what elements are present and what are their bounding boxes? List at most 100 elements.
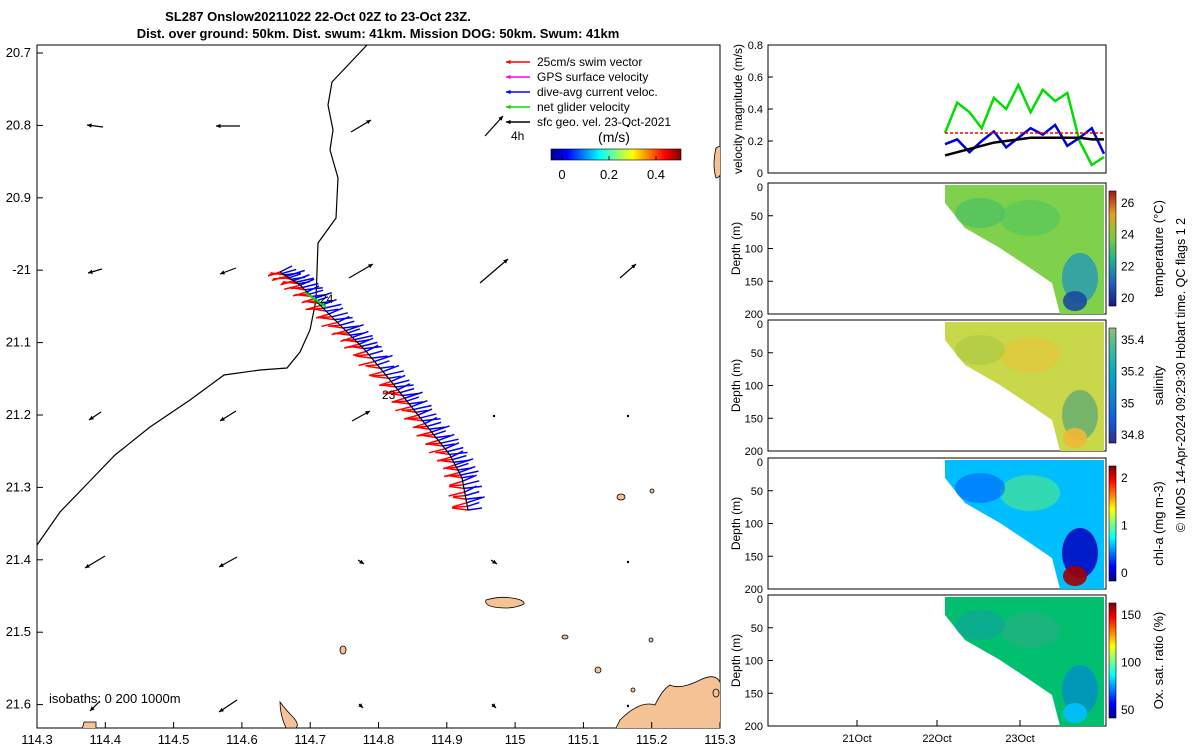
legend-swatch xyxy=(506,104,530,110)
chla-feature xyxy=(1000,475,1060,511)
depth-tick-label: 200 xyxy=(745,446,763,458)
map-y-tick-label: -21 xyxy=(12,262,31,277)
current-vector xyxy=(282,268,297,275)
swim-vector xyxy=(270,272,285,276)
current-vector xyxy=(328,307,344,315)
current-vector xyxy=(461,475,474,479)
current-vector xyxy=(467,501,480,508)
depth-tick-label: 200 xyxy=(745,309,763,321)
swim-vector xyxy=(451,507,469,511)
geo-vector-arrow xyxy=(216,123,240,129)
depth-tick-label: 0 xyxy=(757,319,763,331)
temperature-ylabel: Depth (m) xyxy=(729,222,743,275)
swim-vector xyxy=(448,485,465,490)
swim-vector xyxy=(449,475,462,479)
map-y-tick-label: 21.1 xyxy=(6,335,31,350)
current-vector xyxy=(431,425,450,433)
swim-vector xyxy=(291,286,305,291)
oxygen-colorbar-tick-label: 150 xyxy=(1121,608,1141,622)
geo-vector-arrow xyxy=(619,263,637,279)
geo-vector-arrow xyxy=(218,699,238,713)
salinity-ylabel: Depth (m) xyxy=(729,359,743,412)
legend-swatch xyxy=(506,59,530,65)
current-vector xyxy=(442,443,455,447)
current-vector xyxy=(417,408,433,416)
colorbar-tick-label: 0 xyxy=(558,167,565,182)
swim-vector xyxy=(314,308,327,312)
map-y-tick-label: 21.2 xyxy=(6,407,31,422)
swim-vector xyxy=(449,480,463,486)
geo-vector-arrow xyxy=(358,703,364,709)
map-x-tick-label: 114.7 xyxy=(294,732,326,747)
legend-swatch xyxy=(506,119,530,125)
map-axes xyxy=(36,44,721,729)
current-vector xyxy=(388,375,401,380)
colorbar-units: (m/s) xyxy=(598,129,630,145)
time-label-23: 23 xyxy=(382,388,396,402)
geo-vector-arrow xyxy=(348,263,374,279)
map-x-tick-label: 115.1 xyxy=(568,732,600,747)
geo-vector-dot xyxy=(492,414,496,418)
depth-tick-label: 200 xyxy=(745,584,763,596)
geo-vector-arrow xyxy=(350,119,372,133)
map-x-tick-label: 114.6 xyxy=(226,732,258,747)
temperature-feature xyxy=(1063,291,1087,311)
oxygen-ylabel: Depth (m) xyxy=(729,634,743,687)
current-vector xyxy=(444,442,460,450)
salinity-feature xyxy=(1000,337,1060,373)
geo-vector-arrow xyxy=(491,703,497,709)
current-vector xyxy=(313,291,332,300)
time-label-24: 24 xyxy=(320,292,334,306)
map-x-tick-label: 114.4 xyxy=(90,732,122,747)
legend-item: GPS surface velocity xyxy=(506,70,648,84)
swim-vector xyxy=(282,280,299,285)
map-y-tick-label: 20.9 xyxy=(6,190,31,205)
oxygen-colorbar-tick-label: 100 xyxy=(1121,656,1141,670)
swim-vector xyxy=(402,409,416,414)
swim-vector xyxy=(319,316,335,321)
salinity-colorbar xyxy=(1108,327,1117,444)
title-line2: Dist. over ground: 50km. Dist. swum: 41k… xyxy=(137,26,620,41)
chla-feature xyxy=(955,473,1005,503)
current-vector xyxy=(345,323,364,332)
swim-vector xyxy=(448,491,465,497)
swim-vector xyxy=(452,502,467,508)
depth-tick-label: 100 xyxy=(745,519,763,531)
current-vector xyxy=(358,337,374,345)
map-x-tick-label: 115.3 xyxy=(704,732,736,747)
swim-vector xyxy=(415,426,430,430)
map-y-tick-label: 21.3 xyxy=(6,479,31,494)
velocity-series xyxy=(944,123,1106,155)
legend-item: net glider velocity xyxy=(506,100,630,114)
salinity-feature xyxy=(1062,390,1098,440)
geo-vector-arrow xyxy=(88,411,102,421)
isobaths-note: isobaths: 0 200 1000m xyxy=(49,691,181,706)
velocity-y-tick-label: 0.8 xyxy=(748,40,763,52)
current-vector xyxy=(286,269,305,278)
swim-vector xyxy=(436,451,450,456)
swim-vector xyxy=(304,300,319,304)
swim-vector xyxy=(453,494,466,498)
swim-vector xyxy=(334,332,351,336)
current-vector xyxy=(415,409,428,414)
map-x-tick-label: 114.5 xyxy=(158,732,190,747)
current-vector xyxy=(385,370,404,376)
current-vector xyxy=(306,285,320,293)
swim-vector xyxy=(352,350,367,357)
legend-label: 25cm/s swim vector xyxy=(537,55,642,69)
velocity-panel: 0 0.2 0.4 0.6 0.8 velocity magnitude (m/s) xyxy=(731,40,1107,180)
swim-vector xyxy=(381,384,396,388)
temperature-colorbar xyxy=(1108,190,1117,307)
current-vector xyxy=(340,320,355,326)
salinity-colorbar-tick-label: 35.2 xyxy=(1121,365,1145,379)
map-y-tick-label: 21.6 xyxy=(6,697,31,712)
current-vector xyxy=(447,446,464,453)
depth-tick-label: 100 xyxy=(745,381,763,393)
current-vector xyxy=(390,374,406,383)
current-vector xyxy=(331,312,348,318)
chla-colorbar-tick-label: 2 xyxy=(1121,471,1128,485)
velocity-y-tick-label: 0.2 xyxy=(748,136,763,148)
